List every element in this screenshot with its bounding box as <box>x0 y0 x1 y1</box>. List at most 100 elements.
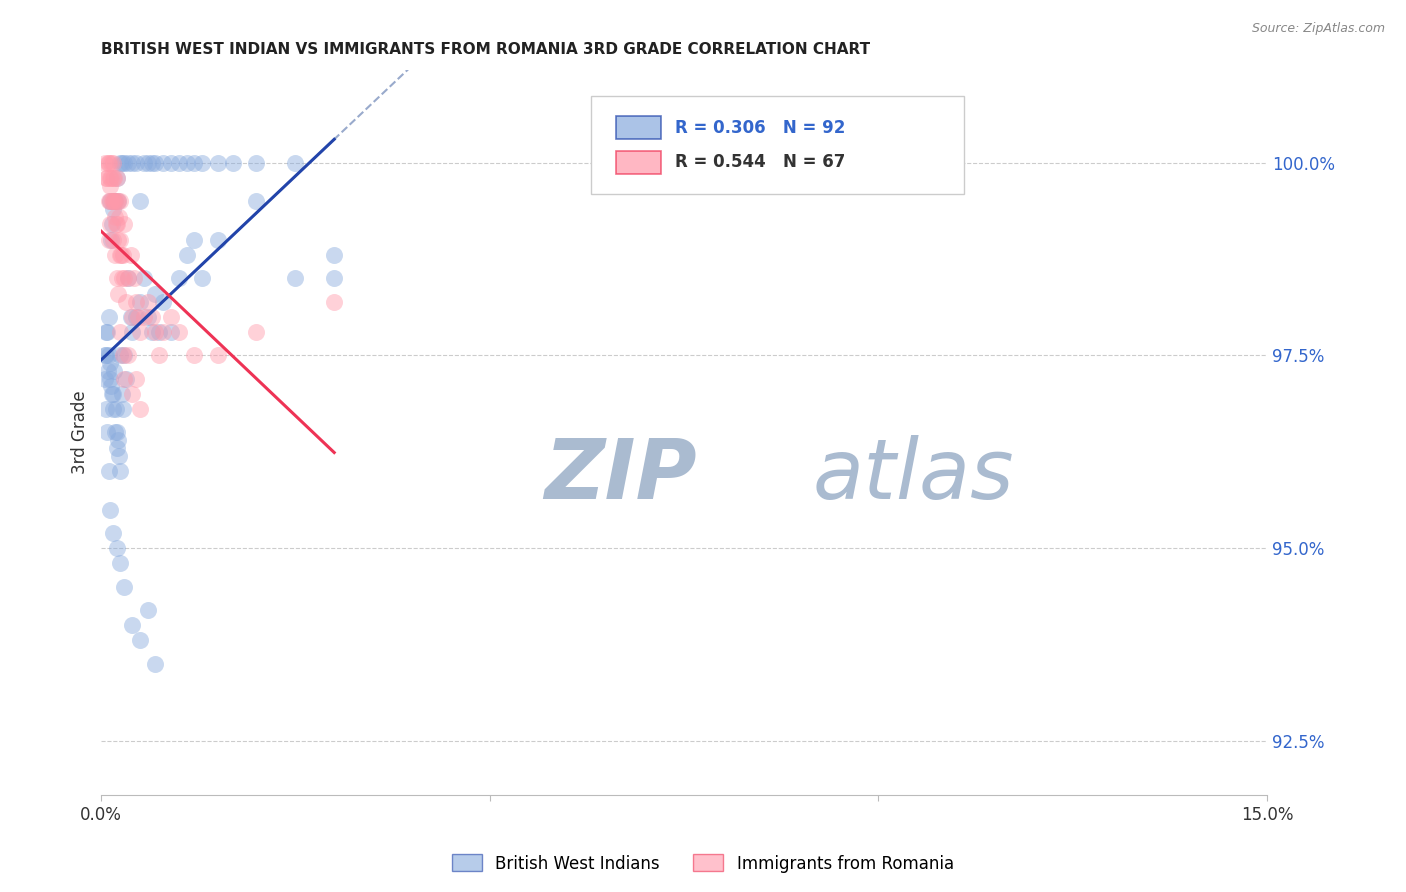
Point <box>101 218 124 232</box>
Point <box>145 657 167 671</box>
Point <box>112 348 135 362</box>
Point <box>132 156 155 170</box>
Point <box>152 294 174 309</box>
Text: 0.0%: 0.0% <box>80 806 122 824</box>
Point <box>117 156 139 170</box>
Point <box>96 171 118 186</box>
Point <box>105 171 128 186</box>
Point <box>101 171 124 186</box>
Point <box>148 348 170 362</box>
Point <box>96 171 118 186</box>
Point <box>105 425 128 440</box>
Point <box>152 156 174 170</box>
Point <box>112 156 135 170</box>
Point <box>141 310 163 324</box>
Point <box>167 326 190 340</box>
Point <box>152 326 174 340</box>
Point <box>96 326 118 340</box>
Point <box>101 387 124 401</box>
Point <box>97 156 120 170</box>
Point <box>284 271 307 285</box>
Point <box>103 194 125 209</box>
Point <box>112 580 135 594</box>
Point <box>207 348 229 362</box>
Point <box>104 425 127 440</box>
Point <box>222 156 245 170</box>
Point <box>112 218 135 232</box>
Point <box>100 502 122 516</box>
Point <box>101 202 124 216</box>
Point <box>148 326 170 340</box>
Point <box>100 194 122 209</box>
Point <box>97 194 120 209</box>
Point <box>100 156 122 170</box>
Point <box>96 425 118 440</box>
Point <box>121 156 143 170</box>
Point <box>98 371 121 385</box>
Point <box>104 194 127 209</box>
Point <box>107 433 129 447</box>
Point <box>101 233 124 247</box>
Point <box>100 356 122 370</box>
Point <box>101 156 124 170</box>
Point <box>110 248 132 262</box>
Point <box>191 156 214 170</box>
Point <box>105 171 128 186</box>
Point <box>108 449 131 463</box>
Point <box>100 171 122 186</box>
Point <box>111 271 134 285</box>
Point <box>207 156 229 170</box>
Point <box>125 156 148 170</box>
Point <box>94 402 117 417</box>
Point <box>125 310 148 324</box>
Point <box>105 218 128 232</box>
Text: Source: ZipAtlas.com: Source: ZipAtlas.com <box>1251 22 1385 36</box>
Point <box>104 218 127 232</box>
Point <box>101 402 124 417</box>
FancyBboxPatch shape <box>616 151 661 174</box>
Point <box>145 326 167 340</box>
Point <box>122 271 145 285</box>
Point <box>176 248 198 262</box>
Point <box>104 402 127 417</box>
Point <box>103 194 125 209</box>
Text: R = 0.544   N = 67: R = 0.544 N = 67 <box>675 153 845 171</box>
Point <box>112 271 135 285</box>
FancyBboxPatch shape <box>616 116 661 139</box>
Point <box>108 210 131 224</box>
Point <box>115 294 138 309</box>
Point <box>112 371 135 385</box>
Point <box>103 194 125 209</box>
Point <box>100 218 122 232</box>
Point <box>94 326 117 340</box>
Point <box>121 310 143 324</box>
Point <box>111 402 134 417</box>
Point <box>129 633 152 648</box>
Point <box>132 271 155 285</box>
Point <box>120 248 142 262</box>
Point <box>132 310 155 324</box>
Point <box>176 156 198 170</box>
Point <box>105 194 128 209</box>
Point <box>129 402 152 417</box>
Point <box>141 156 163 170</box>
Point <box>110 233 132 247</box>
Point <box>107 233 129 247</box>
Point <box>105 541 128 555</box>
Point <box>98 178 121 193</box>
Point <box>127 310 149 324</box>
Point <box>160 310 183 324</box>
FancyBboxPatch shape <box>591 95 963 194</box>
Point <box>94 348 117 362</box>
Point <box>245 194 267 209</box>
Point <box>323 248 346 262</box>
Point <box>100 171 122 186</box>
Point <box>121 618 143 632</box>
Point <box>121 326 143 340</box>
Point <box>111 156 134 170</box>
Point <box>110 348 132 362</box>
Point <box>110 326 132 340</box>
Point <box>323 271 346 285</box>
Point <box>160 326 183 340</box>
Point <box>111 387 134 401</box>
